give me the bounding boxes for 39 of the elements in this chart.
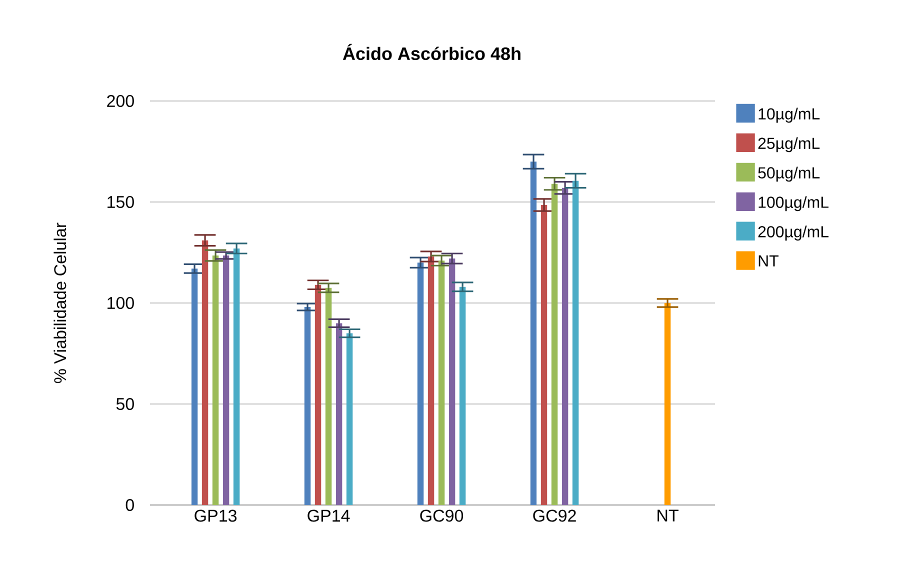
legend-label: 10µg/mL	[758, 108, 820, 123]
y-tick-label: 200	[107, 94, 134, 108]
x-tick-label: GP13	[194, 510, 237, 522]
bar	[562, 188, 568, 505]
legend-label: NT	[758, 255, 779, 266]
bar	[233, 248, 240, 505]
bar	[202, 240, 208, 505]
bar	[438, 260, 445, 505]
bar	[459, 286, 466, 505]
bar	[540, 205, 548, 505]
x-tick-label: GP14	[308, 510, 350, 522]
bar	[530, 162, 537, 505]
bar	[551, 184, 558, 505]
y-tick-label: 0	[126, 498, 134, 512]
bar	[417, 262, 424, 505]
legend-label: 50µg/mL	[758, 166, 820, 182]
bar	[336, 323, 342, 505]
bar	[191, 268, 198, 505]
bar	[304, 307, 311, 505]
y-axis-title: % Viabilidade Celular	[54, 222, 66, 384]
legend-label: 200µg/mL	[758, 226, 828, 241]
bar	[572, 180, 579, 505]
y-tick-label: 50	[116, 398, 134, 410]
chart-title: Ácido Ascórbico 48h	[342, 44, 520, 60]
legend-label: 100µg/mL	[758, 196, 828, 212]
x-tick-label: GC90	[420, 510, 464, 522]
bar	[448, 258, 456, 505]
bar	[314, 284, 322, 505]
bar	[664, 303, 671, 505]
bar	[222, 256, 230, 505]
x-tick-label: GC92	[533, 510, 576, 522]
x-tick-label: NT	[658, 510, 678, 522]
legend-label: 25µg/mL	[758, 137, 820, 152]
bar	[212, 256, 219, 505]
bar	[346, 333, 353, 505]
bar	[428, 256, 434, 505]
y-tick-label: 100	[108, 296, 134, 310]
y-tick-label: 150	[108, 196, 134, 208]
bar	[325, 288, 332, 505]
